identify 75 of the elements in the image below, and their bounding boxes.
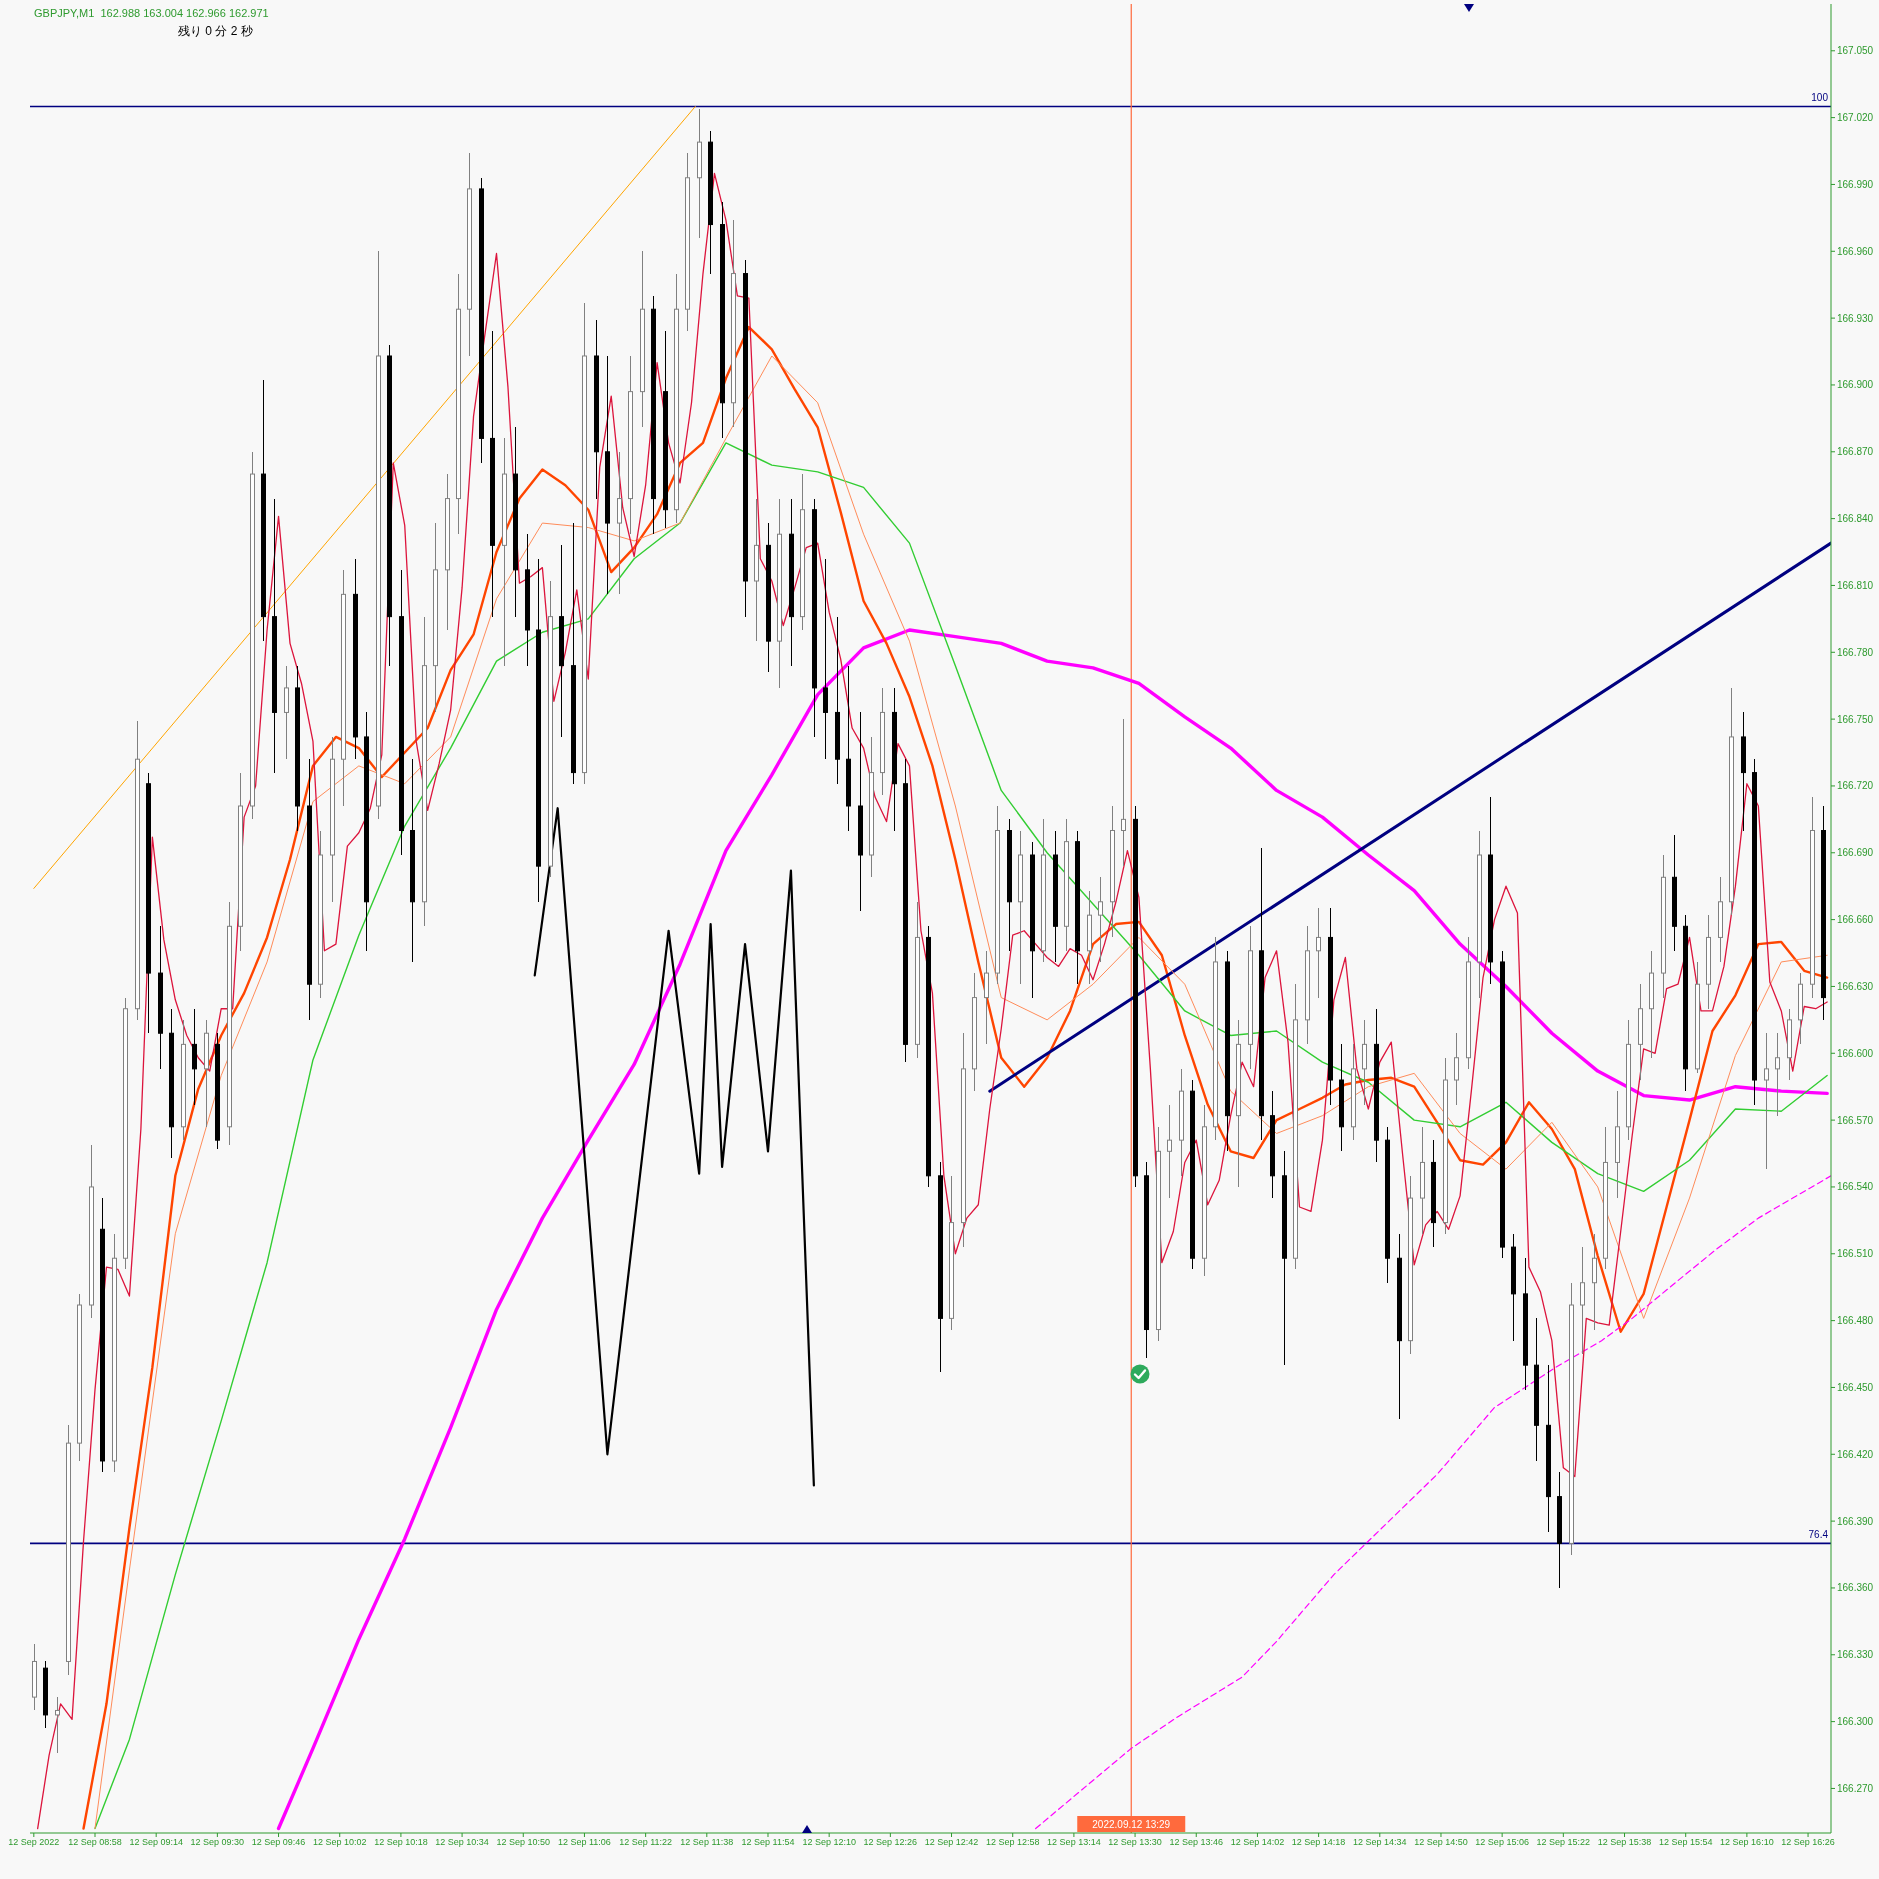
candlestick: [55, 1696, 60, 1754]
x-tick-label: 12 Sep 12:26: [863, 1837, 918, 1848]
x-tick-label: 12 Sep 2022: [8, 1837, 60, 1848]
x-tick-label: 12 Sep 12:58: [985, 1837, 1040, 1848]
x-tick-label: 12 Sep 15:06: [1475, 1837, 1529, 1848]
x-tick-label: 12 Sep 14:02: [1230, 1837, 1285, 1848]
line-series: [1035, 1175, 1831, 1830]
x-tick-label: 12 Sep 09:14: [129, 1837, 183, 1848]
y-tick-label: 167.050: [1837, 45, 1874, 57]
candlestick: [1316, 907, 1321, 999]
candlestick: [1454, 1032, 1459, 1106]
candlestick: [1580, 1246, 1585, 1355]
x-tick-label: 12 Sep 15:54: [1658, 1837, 1713, 1848]
y-tick-label: 166.810: [1837, 580, 1874, 591]
y-tick-label: 166.720: [1837, 780, 1874, 792]
y-tick-label: 166.570: [1837, 1114, 1874, 1126]
candlestick: [823, 558, 828, 760]
y-tick-label: 166.390: [1837, 1515, 1874, 1527]
y-tick-label: 166.540: [1837, 1181, 1874, 1193]
x-tick-label: 12 Sep 10:18: [374, 1837, 428, 1848]
y-tick-label: 166.990: [1837, 179, 1874, 190]
y-tick-label: 166.630: [1837, 981, 1874, 992]
x-tick-label: 12 Sep 15:38: [1597, 1837, 1652, 1848]
y-tick-label: 166.420: [1837, 1448, 1874, 1460]
annotation: 残り 0 分 2 秒: [178, 24, 253, 38]
y-tick-label: 166.270: [1837, 1782, 1874, 1794]
x-tick-label: 12 Sep 12:10: [802, 1837, 856, 1848]
y-tick-label: 166.900: [1837, 379, 1874, 391]
annotation: 76.4: [1808, 1529, 1828, 1542]
x-tick-label: 12 Sep 09:30: [190, 1837, 245, 1848]
candlestick: [1775, 1032, 1780, 1117]
y-tick-label: 166.840: [1837, 513, 1874, 525]
y-tick-label: 166.600: [1837, 1047, 1874, 1059]
x-tick-label: 12 Sep 10:50: [496, 1837, 551, 1848]
x-tick-label: 12 Sep 11:06: [558, 1837, 611, 1848]
y-tick-label: 166.750: [1837, 713, 1874, 725]
x-tick-label: 12 Sep 15:22: [1536, 1837, 1591, 1848]
annotation: GBPJPY,M1 162.988 163.004 162.966 162.971: [34, 6, 269, 20]
x-tick-label: 12 Sep 13:14: [1047, 1837, 1101, 1848]
y-tick-label: 166.360: [1837, 1582, 1874, 1594]
y-tick-label: 166.300: [1837, 1716, 1874, 1728]
x-tick-label: 12 Sep 10:34: [435, 1837, 489, 1848]
annotation: 100: [1811, 92, 1828, 105]
candlestick: [1098, 876, 1103, 963]
candlestick: [1121, 718, 1126, 867]
y-tick-label: 166.330: [1837, 1649, 1874, 1661]
x-tick-label: 12 Sep 11:38: [680, 1837, 734, 1848]
x-tick-label: 12 Sep 10:02: [312, 1837, 367, 1848]
y-tick-label: 166.510: [1837, 1248, 1874, 1260]
x-tick-label: 12 Sep 14:18: [1291, 1837, 1346, 1848]
x-tick-label: 12 Sep 11:22: [619, 1837, 673, 1848]
x-tick-label: 12 Sep 12:42: [924, 1837, 979, 1848]
line-series: [533, 807, 815, 1487]
x-tick-label: 12 Sep 16:10: [1720, 1837, 1774, 1848]
y-tick-label: 166.690: [1837, 847, 1874, 859]
y-tick-label: 166.870: [1837, 446, 1874, 458]
ref-line-label: 2022.09.12 13:29: [1092, 1819, 1171, 1830]
x-tick-label: 12 Sep 09:46: [251, 1837, 306, 1848]
y-tick-label: 166.960: [1837, 245, 1874, 257]
line-series: [276, 628, 1829, 1831]
candlestick: [1167, 1103, 1172, 1199]
x-tick-label: 12 Sep 14:34: [1353, 1837, 1407, 1848]
x-tick-label: 12 Sep 13:30: [1108, 1837, 1162, 1848]
candlestick: [1764, 1032, 1769, 1170]
y-tick-label: 166.660: [1837, 914, 1874, 926]
y-tick-label: 167.020: [1837, 112, 1874, 124]
y-tick-label: 166.480: [1837, 1315, 1874, 1327]
x-tick-label: 12 Sep 08:58: [68, 1837, 122, 1848]
x-tick-label: 12 Sep 13:46: [1169, 1837, 1224, 1848]
x-tick-label: 12 Sep 11:54: [741, 1837, 795, 1848]
x-tick-label: 12 Sep 16:26: [1781, 1837, 1835, 1848]
y-tick-label: 166.450: [1837, 1382, 1874, 1393]
y-tick-label: 166.780: [1837, 646, 1874, 658]
x-tick-label: 12 Sep 14:50: [1414, 1837, 1468, 1848]
y-tick-label: 166.930: [1837, 312, 1874, 324]
